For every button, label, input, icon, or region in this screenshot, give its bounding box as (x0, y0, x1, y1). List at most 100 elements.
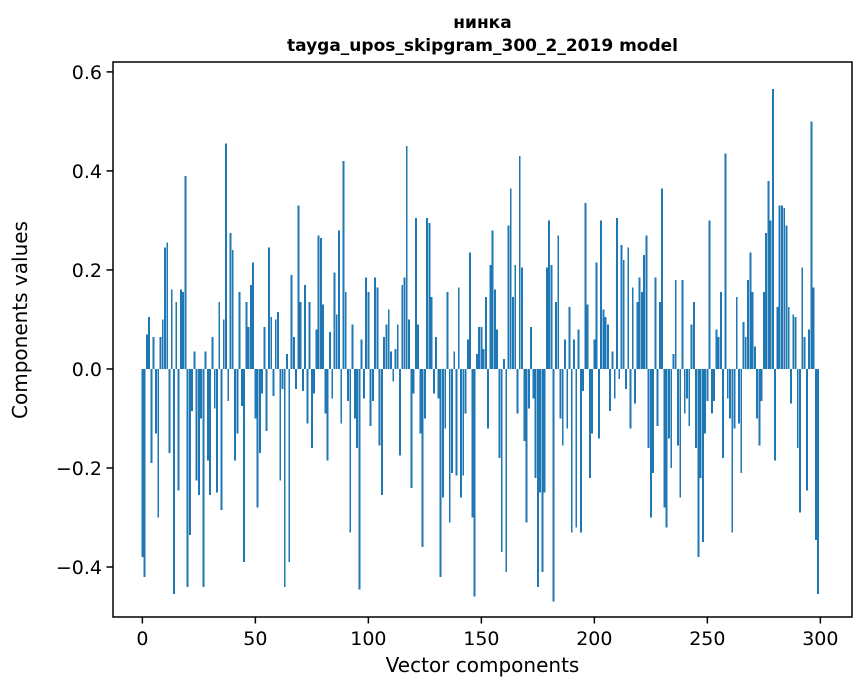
bar (435, 336, 438, 369)
bar (496, 329, 499, 369)
bar (516, 368, 519, 414)
bar (220, 368, 223, 511)
bar (512, 297, 514, 369)
bar (568, 307, 571, 369)
bar (473, 368, 476, 597)
bar (231, 250, 234, 369)
bar (448, 368, 451, 523)
bar (331, 368, 334, 399)
bar (166, 242, 169, 369)
bar (442, 368, 444, 498)
bar (157, 368, 160, 518)
x-tick-label: 50 (243, 628, 267, 650)
bar (758, 368, 761, 446)
bar (661, 188, 664, 369)
bar (446, 292, 449, 369)
bar (658, 302, 661, 369)
bar (401, 284, 404, 369)
bar (771, 89, 774, 369)
bar (518, 156, 521, 369)
bar (279, 368, 282, 481)
bar (263, 326, 266, 369)
bar (319, 237, 322, 369)
bar (575, 368, 578, 528)
bar (457, 287, 460, 369)
bar (184, 175, 187, 369)
bar (552, 368, 555, 602)
bar (455, 368, 458, 476)
bar (570, 368, 573, 533)
bar (586, 304, 589, 369)
bar (347, 368, 349, 402)
bar (817, 368, 820, 595)
tick-labels: 0 50 100 150 200 250 300 −0.4 −0.2 0.0 0.2 0.4 0.6 (56, 62, 839, 650)
bar (618, 368, 621, 379)
bar (261, 368, 264, 394)
bar (419, 368, 422, 434)
bar (469, 252, 472, 369)
bar (753, 346, 756, 369)
bar (729, 368, 731, 419)
y-tick-label: −0.4 (56, 557, 102, 579)
bar (462, 368, 465, 476)
bar (686, 368, 688, 399)
bar (792, 314, 795, 369)
bar (286, 354, 288, 369)
bar (301, 368, 304, 392)
bar (794, 316, 797, 369)
bar (756, 368, 759, 419)
bar (566, 368, 569, 429)
bar (265, 368, 268, 431)
y-tick-label: −0.2 (56, 458, 102, 480)
bar (620, 245, 623, 369)
bar (403, 277, 406, 369)
bar (471, 368, 474, 518)
bar (667, 368, 670, 439)
bar (609, 368, 612, 412)
bar (505, 368, 508, 572)
bar (801, 267, 804, 369)
bar (193, 351, 196, 369)
bar (170, 289, 173, 369)
tick-marks (106, 71, 822, 624)
bar (247, 326, 250, 369)
bar (606, 324, 609, 369)
bar (767, 180, 770, 369)
bar (717, 336, 720, 369)
bar (692, 302, 695, 369)
bar (396, 324, 399, 369)
bar (256, 368, 259, 508)
bar (785, 225, 788, 369)
bar (161, 319, 164, 369)
bar (521, 267, 523, 369)
bar (360, 339, 363, 369)
bar (636, 302, 639, 369)
bar (243, 368, 246, 563)
bar (534, 368, 537, 478)
bar (297, 205, 300, 369)
bar (329, 331, 331, 369)
bar (760, 368, 763, 402)
bar (385, 324, 388, 369)
bar (197, 368, 200, 496)
bar (724, 153, 727, 369)
bar (421, 368, 424, 548)
bar (254, 368, 257, 419)
bar (616, 217, 618, 369)
bar (317, 235, 320, 369)
bar (787, 307, 790, 369)
bar (191, 368, 194, 412)
bar (240, 368, 243, 407)
bar (349, 368, 352, 533)
bar (595, 262, 598, 369)
bar (154, 368, 157, 434)
bar (530, 326, 533, 369)
bar (338, 230, 340, 369)
bar (365, 277, 368, 369)
bar (527, 368, 530, 409)
bar (582, 368, 585, 392)
bar (708, 220, 711, 369)
bar (747, 279, 749, 369)
bar (351, 324, 354, 369)
